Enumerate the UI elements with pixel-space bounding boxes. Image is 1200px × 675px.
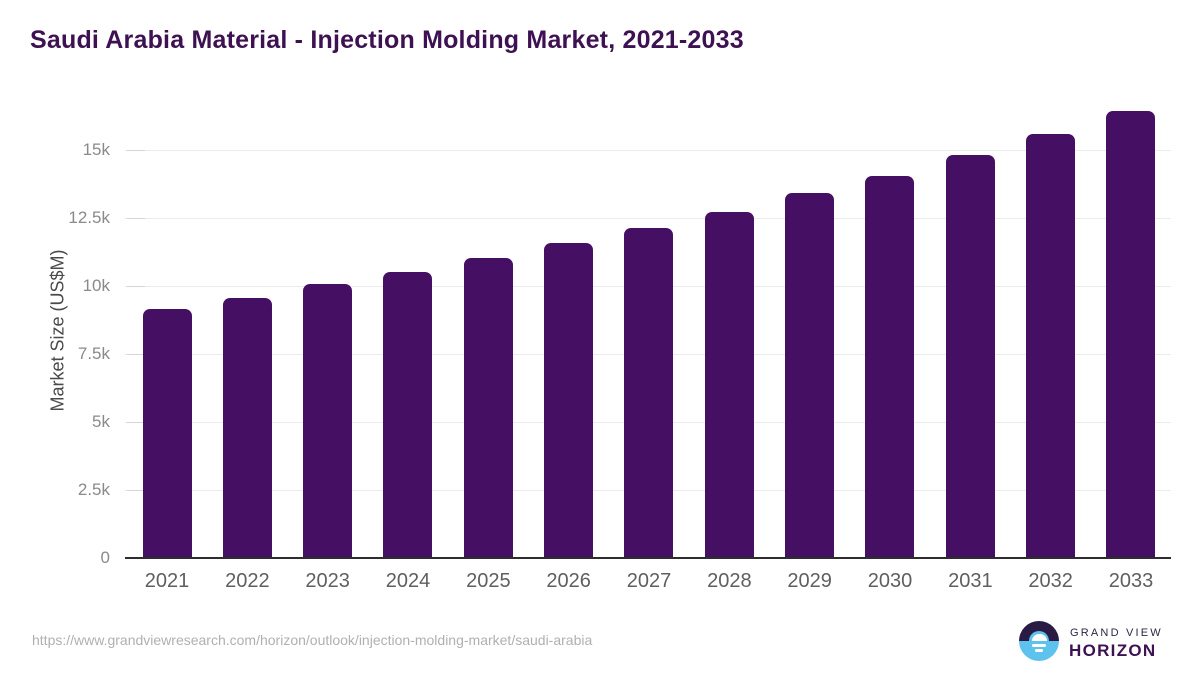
y-tick-label: 7.5k bbox=[77, 344, 110, 363]
bar-2031 bbox=[945, 154, 995, 558]
x-tick-label-2031: 2031 bbox=[948, 570, 993, 592]
y-tick-label: 10k bbox=[82, 276, 110, 295]
x-tick-label-2025: 2025 bbox=[466, 570, 511, 592]
y-tick-label: 15k bbox=[82, 140, 110, 159]
y-tick-label: 0 bbox=[100, 548, 110, 567]
y-axis-title: Market Size (US$M) bbox=[47, 249, 68, 412]
y-tick-mark bbox=[127, 150, 145, 151]
logo-brand-name: GRAND VIEW bbox=[1070, 627, 1163, 639]
bar-2024 bbox=[383, 272, 433, 558]
grand-view-horizon-logo: GRAND VIEW HORIZON bbox=[1019, 621, 1169, 669]
x-tick-label-2027: 2027 bbox=[626, 570, 672, 592]
y-tick-mark bbox=[127, 286, 145, 287]
horizon-sun-icon bbox=[1019, 621, 1059, 661]
x-tick-label-2029: 2029 bbox=[787, 570, 832, 592]
y-tick-label: 2.5k bbox=[77, 480, 110, 499]
bar-2026 bbox=[544, 243, 594, 558]
bar-2030 bbox=[865, 176, 915, 558]
gridline bbox=[125, 150, 1171, 151]
y-tick-mark bbox=[127, 354, 145, 355]
y-tick-mark bbox=[127, 422, 145, 423]
bar-2029 bbox=[785, 192, 835, 558]
bar-2023 bbox=[303, 284, 353, 558]
x-tick-label-2021: 2021 bbox=[144, 570, 190, 592]
chart-title: Saudi Arabia Material - Injection Moldin… bbox=[30, 26, 744, 54]
x-axis-line bbox=[125, 557, 1171, 559]
x-tick-label-2022: 2022 bbox=[225, 570, 270, 592]
bar-2032 bbox=[1026, 133, 1076, 558]
bar-2021 bbox=[142, 309, 192, 558]
bar-chart-plot-area: Market Size (US$M) 0 2.5k 5k 7.5k 10k 12.5k 15… bbox=[47, 111, 1171, 592]
bar-2027 bbox=[624, 228, 674, 558]
bar-2025 bbox=[463, 257, 513, 558]
x-tick-label-2032: 2032 bbox=[1028, 570, 1073, 592]
y-tick-mark bbox=[127, 218, 145, 219]
source-url: https://www.grandviewresearch.com/horizo… bbox=[32, 632, 593, 648]
bar-2028 bbox=[704, 212, 754, 558]
bar-2022 bbox=[222, 298, 272, 558]
logo-product-name: HORIZON bbox=[1069, 641, 1157, 660]
bar-2033 bbox=[1106, 111, 1156, 558]
x-tick-label-2028: 2028 bbox=[707, 570, 752, 592]
x-tick-label-2024: 2024 bbox=[385, 570, 431, 592]
x-tick-label-2030: 2030 bbox=[867, 570, 913, 592]
y-tick-mark bbox=[127, 490, 145, 491]
x-tick-label-2023: 2023 bbox=[305, 570, 350, 592]
x-tick-label-2033: 2033 bbox=[1108, 570, 1154, 592]
y-tick-label: 5k bbox=[92, 412, 110, 431]
y-tick-label: 12.5k bbox=[68, 208, 110, 227]
footer: https://www.grandviewresearch.com/horizo… bbox=[0, 615, 1200, 675]
x-tick-label-2026: 2026 bbox=[546, 570, 591, 592]
gridline bbox=[125, 218, 1171, 219]
